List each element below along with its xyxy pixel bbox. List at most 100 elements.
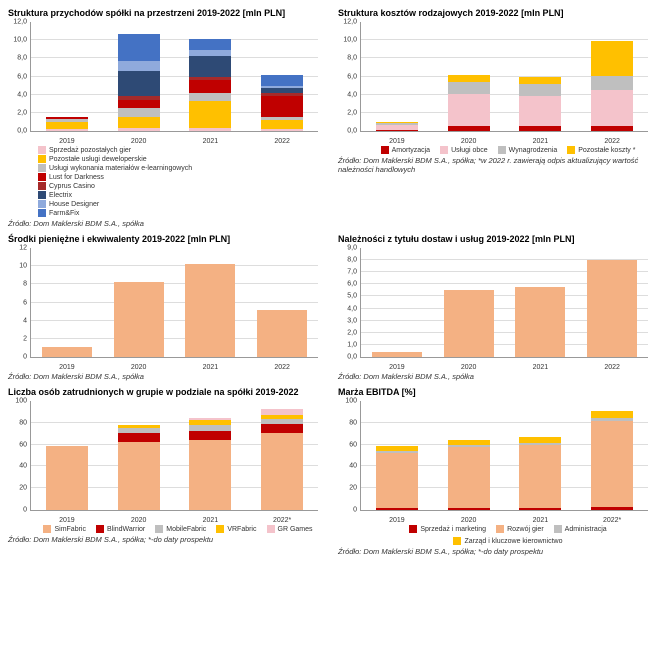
legend-swatch <box>381 146 389 154</box>
y-tick-label: 0,0 <box>347 128 357 135</box>
legend-swatch <box>267 525 275 533</box>
bar-segment <box>261 75 303 86</box>
bar-segment <box>261 424 303 433</box>
y-tick-label: 12,0 <box>13 19 27 26</box>
x-tick-label: 2020 <box>461 517 477 524</box>
bar: 2021 <box>515 287 565 357</box>
legend-swatch <box>38 146 46 154</box>
bar-segment <box>257 310 307 357</box>
bar-segment <box>189 56 231 77</box>
legend-label: Wynagrodzenia <box>509 147 558 154</box>
y-tick-label: 80 <box>19 419 27 426</box>
chart-plot-area: 0246810122019202020212022 <box>30 248 318 358</box>
bar-segment <box>185 264 235 357</box>
x-tick-label: 2019 <box>59 138 75 145</box>
y-tick-label: 2 <box>23 335 27 342</box>
legend-label: Farm&Fix <box>49 210 79 217</box>
y-tick-label: 0,0 <box>347 354 357 361</box>
bar-segment <box>114 282 164 357</box>
legend-label: Electrix <box>49 192 72 199</box>
y-tick-label: 2,0 <box>347 329 357 336</box>
x-tick-label: 2021 <box>203 138 219 145</box>
bar-segment <box>591 411 633 418</box>
y-tick-label: 3,0 <box>347 317 357 324</box>
bar-segment <box>519 126 561 131</box>
bar: 2022 <box>591 41 633 131</box>
bar: 2019 <box>376 446 418 510</box>
legend-label: GR Games <box>278 526 313 533</box>
legend-label: Cyprus Casino <box>49 183 95 190</box>
x-tick-label: 2022 <box>274 364 290 371</box>
legend-swatch <box>38 200 46 208</box>
x-tick-label: 2019 <box>59 517 75 524</box>
y-tick-label: 6,0 <box>347 281 357 288</box>
chart-title: Struktura kosztów rodzajowych 2019-2022 … <box>338 8 648 18</box>
chart-plot-area: 0,01,02,03,04,05,06,07,08,09,02019202020… <box>360 248 648 358</box>
y-tick-label: 12,0 <box>343 19 357 26</box>
y-tick-label: 10,0 <box>343 37 357 44</box>
bar-segment <box>376 130 418 131</box>
legend-item: Wynagrodzenia <box>498 146 558 154</box>
legend-swatch <box>38 209 46 217</box>
bar-segment <box>372 352 422 357</box>
bar-segment <box>448 94 490 126</box>
bar: 2020 <box>448 75 490 131</box>
bar-segment <box>189 128 231 131</box>
bar-segment <box>189 39 231 50</box>
legend-label: Administracja <box>565 526 607 533</box>
x-tick-label: 2020 <box>131 138 147 145</box>
y-tick-label: 40 <box>19 463 27 470</box>
bar-segment <box>591 507 633 510</box>
legend-swatch <box>496 525 504 533</box>
legend-swatch <box>554 525 562 533</box>
x-tick-label: 2022 <box>604 138 620 145</box>
y-tick-label: 4,0 <box>347 91 357 98</box>
legend-swatch <box>453 537 461 545</box>
bar-segment <box>118 433 160 442</box>
x-tick-label: 2021 <box>533 364 549 371</box>
legend-swatch <box>409 525 417 533</box>
x-tick-label: 2019 <box>59 364 75 371</box>
bar-segment <box>519 84 561 96</box>
source-note: Źródło: Dom Maklerski BDM S.A., spółka <box>8 372 318 381</box>
legend-item: Administracja <box>554 525 607 533</box>
legend-item: MobileFabric <box>155 525 206 533</box>
legend-item: Usługi wykonania materiałów e-learningow… <box>38 164 318 172</box>
bar: 2020 <box>444 290 494 357</box>
legend-label: House Designer <box>49 201 99 208</box>
bar-segment <box>189 431 231 440</box>
bar: 2022 <box>261 75 303 131</box>
bar-segment <box>448 82 490 94</box>
legend-swatch <box>38 191 46 199</box>
bar-segment <box>46 129 88 131</box>
bar-segment <box>118 128 160 131</box>
bar-segment <box>376 453 418 508</box>
y-tick-label: 8 <box>23 281 27 288</box>
legend-item: Usługi obce <box>440 146 488 154</box>
legend-label: Sprzedaż i marketing <box>420 526 486 533</box>
legend-item: House Designer <box>38 200 318 208</box>
bar-segment <box>118 34 160 62</box>
bar-segment <box>448 508 490 510</box>
y-tick-label: 6,0 <box>17 73 27 80</box>
y-tick-label: 60 <box>19 441 27 448</box>
bar: 2020 <box>448 440 490 510</box>
bar-segment <box>519 96 561 126</box>
bar-segment <box>46 122 88 129</box>
legend-item: Electrix <box>38 191 318 199</box>
y-tick-label: 20 <box>349 485 357 492</box>
legend-swatch <box>43 525 51 533</box>
legend-swatch <box>216 525 224 533</box>
bar-segment <box>189 80 231 94</box>
legend-label: Amortyzacja <box>392 147 431 154</box>
legend-item: VRFabric <box>216 525 256 533</box>
y-tick-label: 0 <box>353 507 357 514</box>
bar-segment <box>591 76 633 90</box>
chart-title: Środki pieniężne i ekwiwalenty 2019-2022… <box>8 234 318 244</box>
y-tick-label: 80 <box>349 419 357 426</box>
chart-panel-0: Struktura przychodów spółki na przestrze… <box>8 8 318 228</box>
bar-segment <box>591 41 633 76</box>
bar-segment <box>519 508 561 510</box>
legend-swatch <box>155 525 163 533</box>
y-tick-label: 60 <box>349 441 357 448</box>
